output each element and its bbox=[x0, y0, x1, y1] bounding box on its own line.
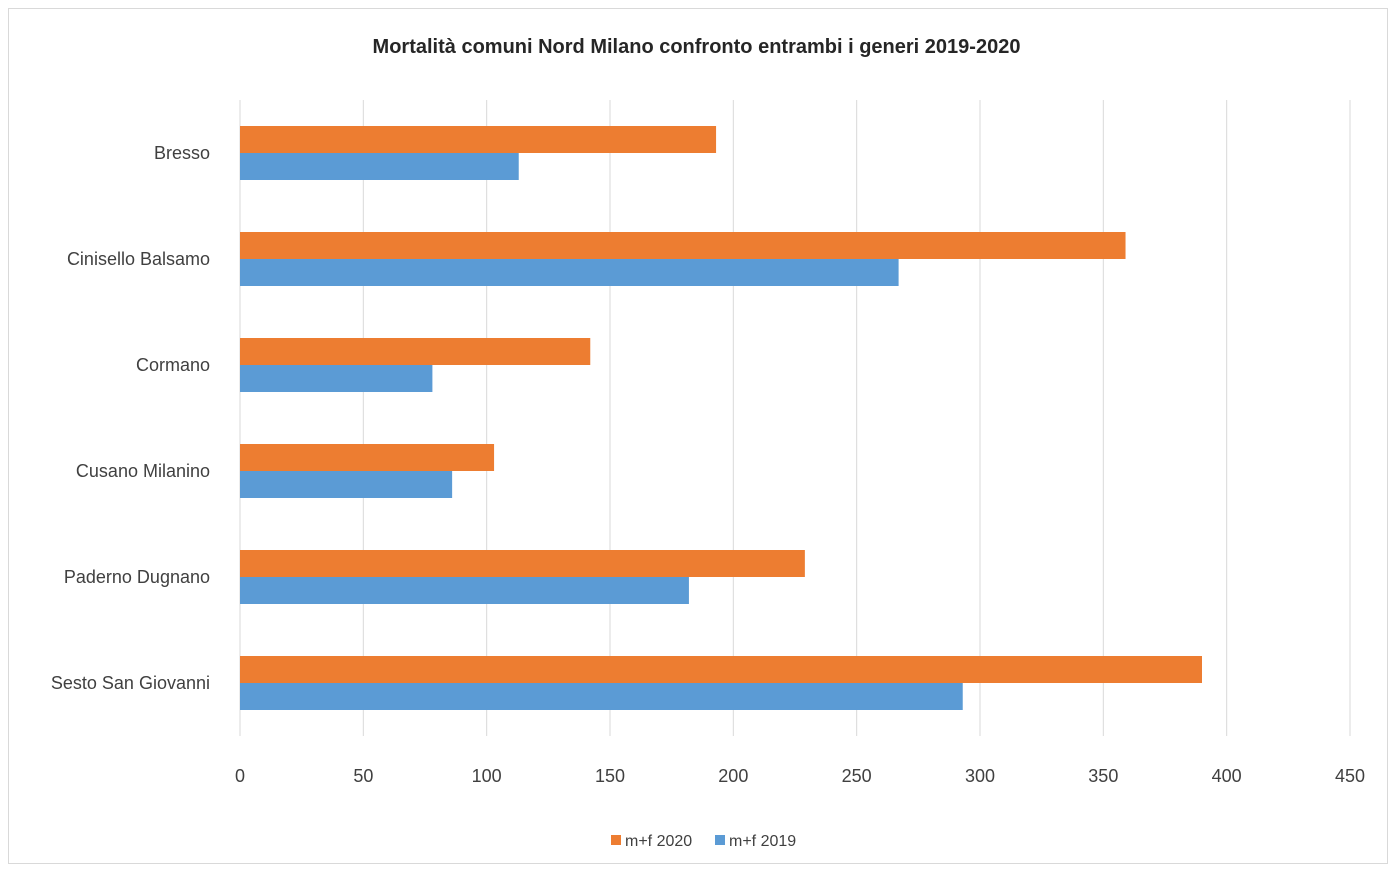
x-tick-label: 100 bbox=[472, 766, 502, 786]
legend-label-2019: m+f 2019 bbox=[729, 833, 796, 850]
category-label: Sesto San Giovanni bbox=[51, 673, 210, 693]
x-tick-label: 0 bbox=[235, 766, 245, 786]
x-tick-label: 400 bbox=[1212, 766, 1242, 786]
category-labels: Bresso Cinisello Balsamo Cormano Cusano Mil… bbox=[51, 143, 210, 693]
bar-2020 bbox=[240, 232, 1126, 259]
category-label: Cinisello Balsamo bbox=[67, 249, 210, 269]
bar-2020 bbox=[240, 550, 805, 577]
legend-swatch-2019 bbox=[715, 835, 725, 845]
x-tick-label: 250 bbox=[842, 766, 872, 786]
x-tick-label: 200 bbox=[718, 766, 748, 786]
x-tick-label: 50 bbox=[353, 766, 373, 786]
bar-2020 bbox=[240, 444, 495, 471]
category-label: Bresso bbox=[154, 143, 210, 163]
x-tick-label: 350 bbox=[1088, 766, 1118, 786]
bar-2019 bbox=[240, 577, 689, 604]
bar-2019 bbox=[240, 153, 519, 180]
x-tick-label: 300 bbox=[965, 766, 995, 786]
bar-2019 bbox=[240, 683, 963, 710]
legend-swatch-2020 bbox=[611, 835, 621, 845]
bar-2020 bbox=[240, 338, 591, 365]
bar-2020 bbox=[240, 126, 717, 153]
bar-2019 bbox=[240, 259, 899, 286]
bar-2020 bbox=[240, 656, 1202, 683]
gridlines bbox=[239, 100, 1351, 736]
category-label: Cormano bbox=[136, 355, 210, 375]
chart-title: Mortalità comuni Nord Milano confronto e… bbox=[372, 36, 1021, 58]
category-label: Paderno Dugnano bbox=[64, 567, 210, 587]
legend-label-2020: m+f 2020 bbox=[625, 833, 692, 850]
bars bbox=[240, 126, 1202, 710]
legend: m+f 2020 m+f 2019 bbox=[611, 833, 796, 850]
bar-2019 bbox=[240, 365, 433, 392]
bar-2019 bbox=[240, 471, 453, 498]
x-tick-labels: 0 50 100 150 200 250 300 350 400 450 bbox=[235, 766, 1365, 786]
chart-frame bbox=[8, 8, 1388, 864]
x-tick-label: 450 bbox=[1335, 766, 1365, 786]
x-tick-label: 150 bbox=[595, 766, 625, 786]
category-label: Cusano Milanino bbox=[76, 461, 210, 481]
